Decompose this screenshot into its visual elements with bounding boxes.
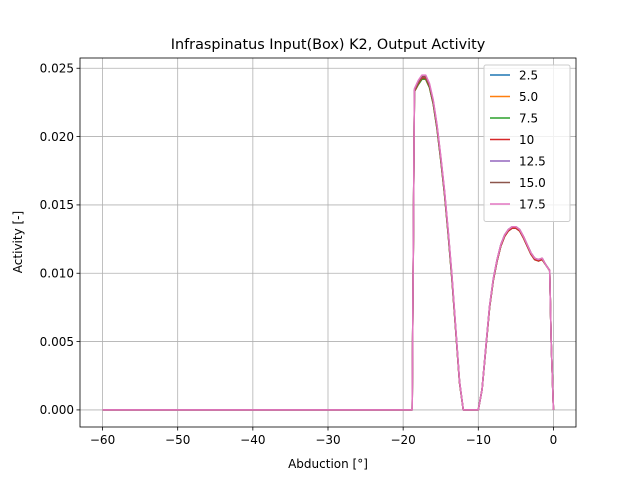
- x-axis: −60 −50 −40 −30 −20 −10 0: [90, 427, 557, 447]
- x-tick-label: −40: [240, 433, 265, 447]
- legend-label: 15.0: [519, 176, 546, 190]
- legend-label: 10: [519, 133, 534, 147]
- y-tick-label: 0.025: [40, 62, 74, 76]
- series-layer: [102, 74, 555, 411]
- chart-title: Infraspinatus Input(Box) K2, Output Acti…: [171, 37, 486, 53]
- x-tick-label: −50: [165, 433, 190, 447]
- y-tick-label: 0.015: [40, 198, 74, 212]
- series-line-6: [102, 74, 555, 411]
- y-tick-label: 0.000: [40, 403, 74, 417]
- y-tick-label: 0.005: [40, 335, 74, 349]
- x-tick-label: −10: [466, 433, 491, 447]
- x-tick-label: −30: [315, 433, 340, 447]
- y-tick-label: 0.020: [40, 130, 74, 144]
- legend-label: 7.5: [519, 111, 538, 125]
- legend-label: 5.0: [519, 90, 538, 104]
- y-axis: 0.000 0.005 0.010 0.015 0.020 0.025: [40, 62, 80, 417]
- legend-label: 2.5: [519, 68, 538, 82]
- x-tick-label: −20: [390, 433, 415, 447]
- legend: 2.5 5.0 7.5 10 12.5 15.0 17.5: [483, 64, 571, 222]
- x-axis-label: Abduction [°]: [288, 457, 368, 471]
- x-tick-label: −60: [90, 433, 115, 447]
- legend-label: 17.5: [519, 197, 546, 211]
- y-tick-label: 0.010: [40, 267, 74, 281]
- legend-label: 12.5: [519, 154, 546, 168]
- x-tick-label: 0: [550, 433, 558, 447]
- y-axis-label: Activity [-]: [11, 211, 25, 273]
